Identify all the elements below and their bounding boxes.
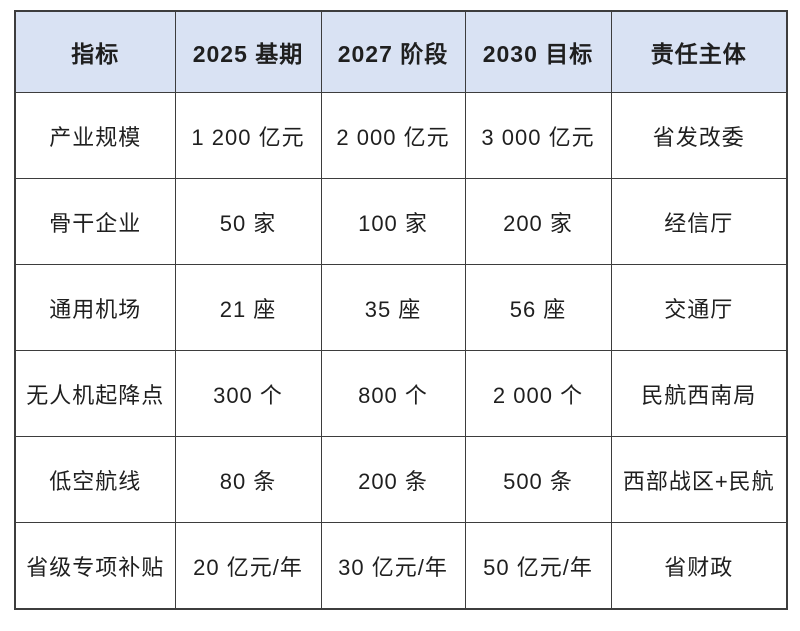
table-row-5: 省级专项补贴 20 亿元/年 30 亿元/年 50 亿元/年 省财政 bbox=[14, 522, 788, 610]
table-cell-1-0: 骨干企业 bbox=[14, 178, 176, 265]
table-cell-2-2: 35 座 bbox=[320, 264, 466, 351]
table-row-4: 低空航线 80 条 200 条 500 条西部战区+民航 bbox=[14, 436, 788, 523]
table-cell-4-2: 200 条 bbox=[320, 436, 466, 523]
table-cell-2-3: 56 座 bbox=[464, 264, 612, 351]
table-cell-2-1: 21 座 bbox=[174, 264, 322, 351]
table-cell-0-3: 3 000 亿元 bbox=[464, 92, 612, 179]
table-row-2: 通用机场 21 座 35 座 56 座交通厅 bbox=[14, 264, 788, 351]
table-cell-1-1: 50 家 bbox=[174, 178, 322, 265]
table-cell-3-3: 2 000 个 bbox=[464, 350, 612, 437]
header-cell-4: 责任主体 bbox=[610, 10, 788, 93]
table-cell-1-4: 经信厅 bbox=[610, 178, 788, 265]
kpi-table-head: 指标 2025 基期 2027 阶段 2030 目标 责任主体 bbox=[14, 10, 788, 93]
table-cell-3-4: 民航西南局 bbox=[610, 350, 788, 437]
table-cell-3-2: 800 个 bbox=[320, 350, 466, 437]
table-cell-4-1: 80 条 bbox=[174, 436, 322, 523]
kpi-table-body: 产业规模 1 200 亿元 2 000 亿元 3 000 亿元 省发改委 骨干企业 50 家… bbox=[14, 92, 788, 610]
table-cell-4-4: 西部战区+民航 bbox=[610, 436, 788, 523]
table-cell-5-0: 省级专项补贴 bbox=[14, 522, 176, 610]
table-cell-4-0: 低空航线 bbox=[14, 436, 176, 523]
table-cell-2-4: 交通厅 bbox=[610, 264, 788, 351]
kpi-table-container: 指标 2025 基期 2027 阶段 2030 目标 责任主体 产业规模 1 200 亿元… bbox=[14, 10, 788, 610]
header-cell-3: 2030 目标 bbox=[464, 10, 612, 93]
table-cell-1-3: 200 家 bbox=[464, 178, 612, 265]
table-cell-5-4: 省财政 bbox=[610, 522, 788, 610]
header-cell-1: 2025 基期 bbox=[174, 10, 322, 93]
table-cell-0-2: 2 000 亿元 bbox=[320, 92, 466, 179]
table-cell-0-4: 省发改委 bbox=[610, 92, 788, 179]
header-cell-2: 2027 阶段 bbox=[320, 10, 466, 93]
table-cell-4-3: 500 条 bbox=[464, 436, 612, 523]
kpi-table: 指标 2025 基期 2027 阶段 2030 目标 责任主体 产业规模 1 200 亿元… bbox=[14, 10, 788, 610]
table-row-0: 产业规模 1 200 亿元 2 000 亿元 3 000 亿元 省发改委 bbox=[14, 92, 788, 179]
table-cell-3-1: 300 个 bbox=[174, 350, 322, 437]
header-cell-0: 指标 bbox=[14, 10, 176, 93]
table-row-1: 骨干企业 50 家 100 家 200 家经信厅 bbox=[14, 178, 788, 265]
table-cell-2-0: 通用机场 bbox=[14, 264, 176, 351]
table-cell-5-3: 50 亿元/年 bbox=[464, 522, 612, 610]
table-cell-5-2: 30 亿元/年 bbox=[320, 522, 466, 610]
table-cell-0-0: 产业规模 bbox=[14, 92, 176, 179]
table-cell-5-1: 20 亿元/年 bbox=[174, 522, 322, 610]
table-cell-3-0: 无人机起降点 bbox=[14, 350, 176, 437]
table-cell-0-1: 1 200 亿元 bbox=[174, 92, 322, 179]
table-cell-1-2: 100 家 bbox=[320, 178, 466, 265]
header-row: 指标 2025 基期 2027 阶段 2030 目标 责任主体 bbox=[14, 10, 788, 93]
